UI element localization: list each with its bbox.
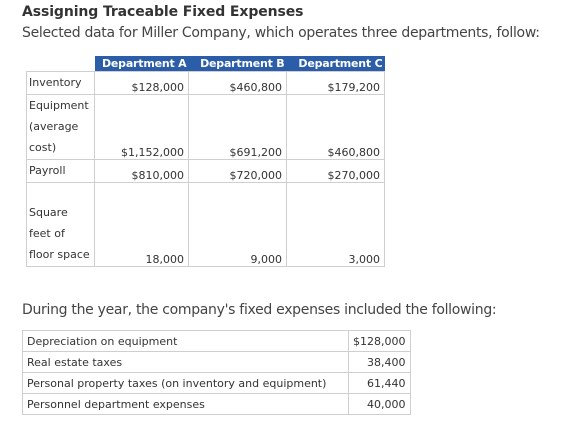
page-title: Assigning Traceable Fixed Expenses: [22, 4, 304, 20]
expense-amount: 40,000: [348, 393, 411, 415]
fixed-expenses-table: Depreciation on equipment $128,000 Real …: [22, 330, 411, 415]
column-header-department-c: Department C: [286, 56, 385, 72]
table-row: Real estate taxes 38,400: [22, 351, 411, 373]
cell-value: $460,800: [188, 71, 287, 95]
cell-value: $460,800: [286, 94, 385, 160]
table-row-square-feet: Square feet of floor space 18,000 9,000 …: [26, 182, 385, 267]
table-row-equipment: Equipment (average cost) $1,152,000 $691…: [26, 94, 385, 160]
cell-value: $128,000: [94, 71, 189, 95]
cell-value: 18,000: [94, 182, 189, 267]
cell-value: 9,000: [188, 182, 287, 267]
expense-amount: 38,400: [348, 351, 411, 373]
expenses-intro-text: During the year, the company's fixed exp…: [22, 302, 497, 318]
table-header-row: Department A Department B Department C: [26, 56, 385, 72]
expense-item: Personnel department expenses: [22, 393, 349, 415]
row-label: Equipment (average cost): [26, 94, 95, 160]
expense-amount: $128,000: [348, 330, 411, 352]
intro-text: Selected data for Miller Company, which …: [22, 25, 540, 41]
row-label: Payroll: [26, 159, 95, 183]
column-header-department-a: Department A: [94, 56, 189, 72]
cell-value: 3,000: [286, 182, 385, 267]
table-row: Personnel department expenses 40,000: [22, 393, 411, 415]
expense-item: Personal property taxes (on inventory an…: [22, 372, 349, 394]
expense-item: Depreciation on equipment: [22, 330, 349, 352]
table-row: Personal property taxes (on inventory an…: [22, 372, 411, 394]
cell-value: $1,152,000: [94, 94, 189, 160]
row-label: Inventory: [26, 71, 95, 95]
table-row-payroll: Payroll $810,000 $720,000 $270,000: [26, 159, 385, 183]
cell-value: $810,000: [94, 159, 189, 183]
cell-value: $270,000: [286, 159, 385, 183]
expense-amount: 61,440: [348, 372, 411, 394]
table-row: Depreciation on equipment $128,000: [22, 330, 411, 352]
header-blank-cell: [26, 56, 95, 72]
row-label: Square feet of floor space: [26, 182, 95, 267]
cell-value: $720,000: [188, 159, 287, 183]
cell-value: $691,200: [188, 94, 287, 160]
cell-value: $179,200: [286, 71, 385, 95]
table-row-inventory: Inventory $128,000 $460,800 $179,200: [26, 71, 385, 95]
department-data-table: Department A Department B Department C I…: [26, 56, 385, 267]
column-header-department-b: Department B: [188, 56, 287, 72]
expense-item: Real estate taxes: [22, 351, 349, 373]
